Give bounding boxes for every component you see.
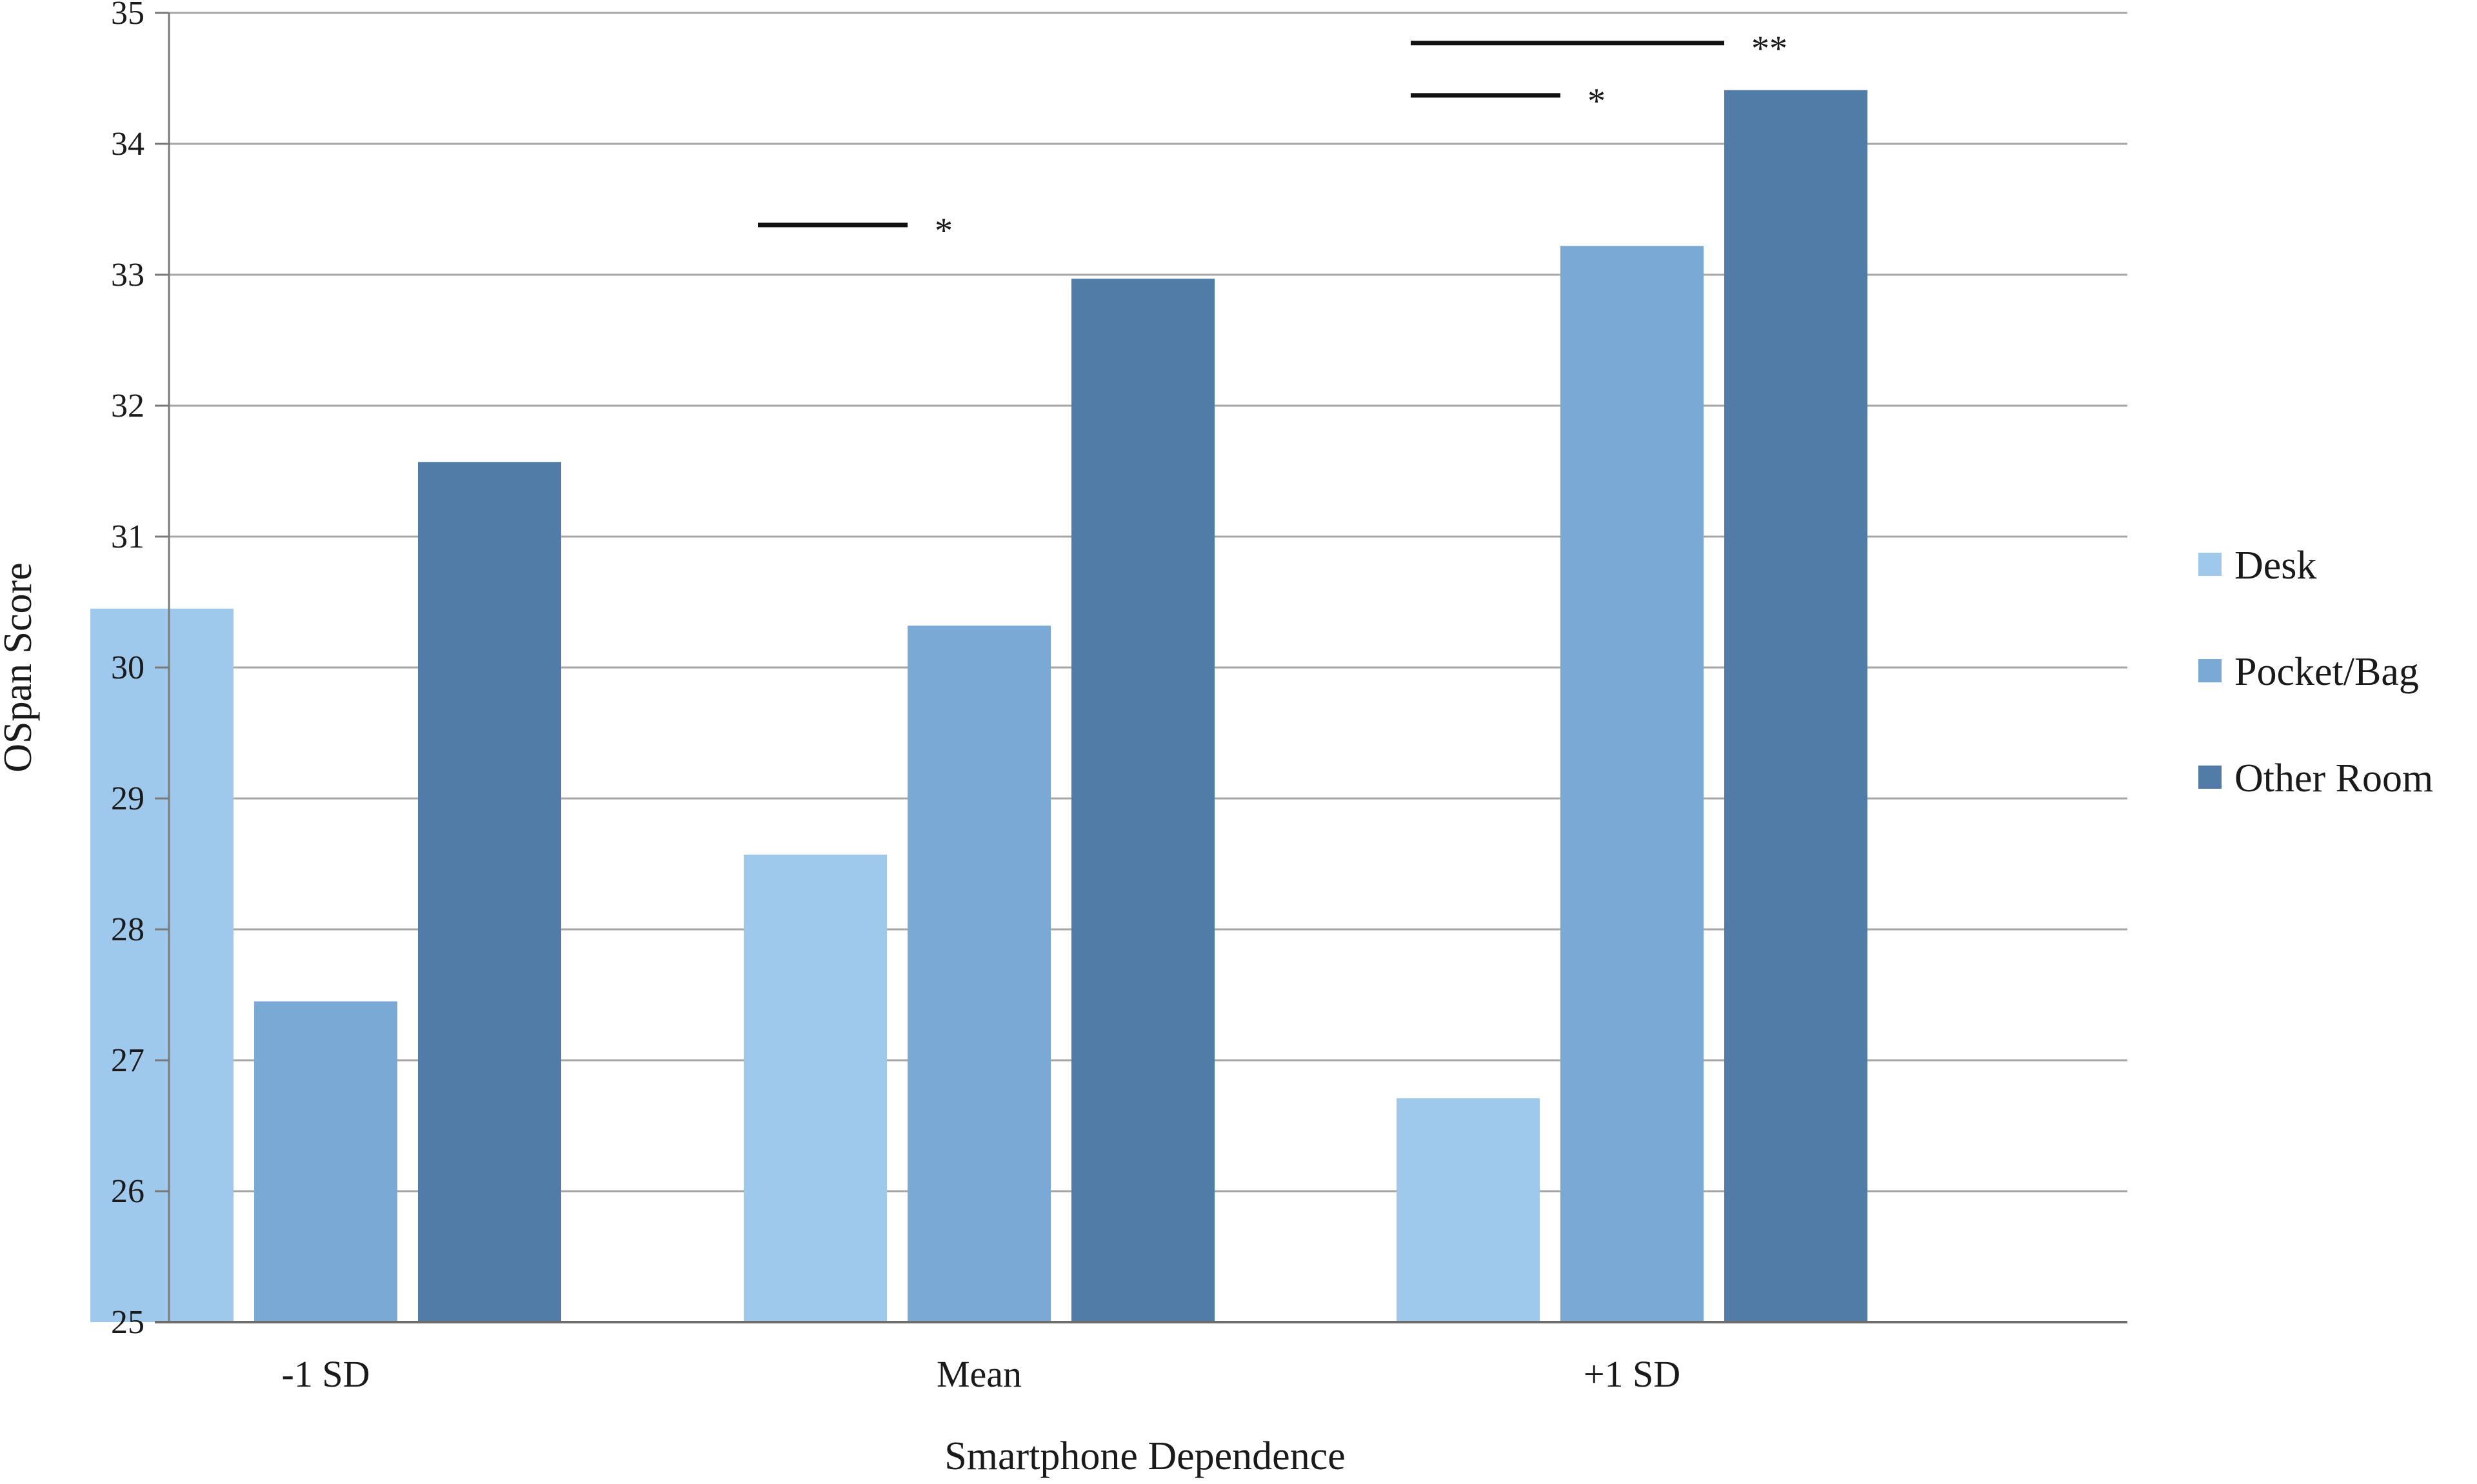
legend-swatch-pocket-bag <box>2198 659 2222 682</box>
significance-markers: **** <box>758 29 1787 251</box>
bar-pocket-bag-1-sd <box>254 1001 397 1322</box>
bar-pocket-bag-mean <box>908 626 1051 1322</box>
axes: 25 26 27 28 29 30 31 32 33 34 35 -1 SD Mean +1 SD <box>111 0 2127 1395</box>
x-tick-label: +1 SD <box>1584 1353 1680 1395</box>
legend: Desk Pocket/Bag Other Room <box>2198 544 2433 800</box>
x-tick-label: -1 SD <box>282 1353 370 1395</box>
significance-label: * <box>1587 81 1606 121</box>
bar-desk-mean <box>744 855 887 1322</box>
x-axis-title: Smartphone Dependence <box>944 1434 1345 1478</box>
y-tick-label: 30 <box>111 649 144 686</box>
bar-desk-1-sd <box>90 608 234 1322</box>
legend-swatch-desk <box>2198 553 2222 576</box>
bar-other-room-1-sd <box>1724 90 1867 1322</box>
y-tick-label: 29 <box>111 780 144 817</box>
y-tick-label: 26 <box>111 1173 144 1210</box>
y-tick-label: 25 <box>111 1304 144 1341</box>
legend-label-other-room: Other Room <box>2234 757 2433 800</box>
bar-desk-1-sd <box>1397 1098 1540 1322</box>
y-tick-label: 27 <box>111 1042 144 1079</box>
legend-swatch-other-room <box>2198 766 2222 789</box>
y-tick-label: 28 <box>111 911 144 948</box>
y-tick-label: 31 <box>111 519 144 555</box>
y-axis-title: OSpan Score <box>0 562 40 772</box>
y-tick-label: 34 <box>111 126 144 163</box>
y-tick-label: 32 <box>111 388 144 424</box>
bar-other-room-1-sd <box>418 462 561 1322</box>
significance-label: ** <box>1751 29 1787 69</box>
y-tick-label: 35 <box>111 0 144 32</box>
bar-pocket-bag-1-sd <box>1560 246 1704 1323</box>
y-tick-label: 33 <box>111 257 144 293</box>
x-tick-label: Mean <box>937 1353 1022 1395</box>
significance-label: * <box>935 211 953 251</box>
bar-other-room-mean <box>1071 279 1215 1323</box>
bars <box>90 90 1867 1323</box>
legend-label-pocket-bag: Pocket/Bag <box>2234 650 2419 694</box>
legend-label-desk: Desk <box>2234 544 2316 588</box>
